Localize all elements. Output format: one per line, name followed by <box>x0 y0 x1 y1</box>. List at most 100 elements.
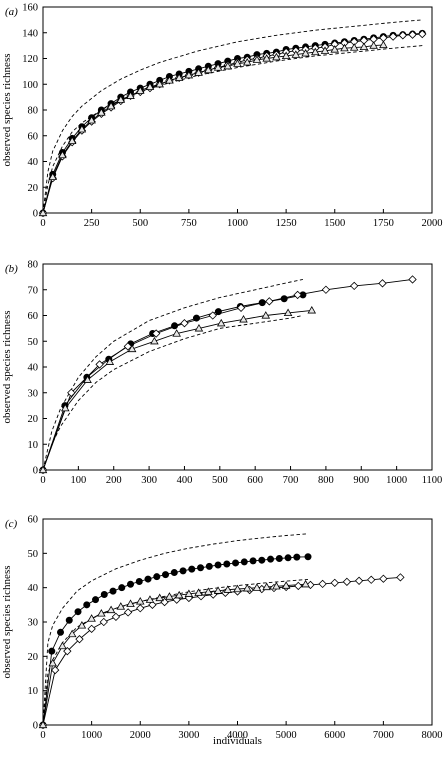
data-point-open-triangle <box>213 63 223 71</box>
x-tick-label: 1250 <box>276 218 297 229</box>
data-point-open-triangle <box>272 52 281 61</box>
data-point-open-diamond <box>318 579 327 589</box>
data-point-filled-circle <box>197 564 205 572</box>
x-tick-label: 500 <box>132 218 148 229</box>
data-point-open-triangle <box>77 621 87 629</box>
data-point-open-triangle <box>204 587 213 595</box>
x-tick-label: 1000 <box>386 475 407 486</box>
data-point-open-triangle <box>349 43 359 51</box>
data-point-filled-circle <box>100 591 108 599</box>
data-point-filled-circle <box>153 573 161 581</box>
data-point-open-triangle <box>369 41 378 49</box>
data-point-open-triangle <box>105 357 115 365</box>
y-tick-label: 50 <box>28 337 39 348</box>
x-tick-label: 200 <box>106 475 122 486</box>
x-tick-label: 900 <box>353 475 369 486</box>
data-point-open-diamond <box>151 329 161 338</box>
data-point-filled-circle <box>205 562 213 570</box>
data-point-filled-circle <box>232 559 240 567</box>
data-point-filled-circle <box>74 608 82 616</box>
data-point-open-triangle <box>340 43 349 52</box>
y-tick-label: 50 <box>28 549 39 560</box>
data-point-filled-circle <box>135 577 143 585</box>
data-point-filled-circle <box>275 554 283 562</box>
data-point-filled-circle <box>170 569 178 577</box>
x-tick-label: 700 <box>283 475 299 486</box>
data-point-open-triangle <box>135 596 145 605</box>
x-tick-label: 1100 <box>422 475 443 486</box>
data-point-open-triangle <box>174 590 184 599</box>
data-point-open-triangle <box>184 70 194 79</box>
data-point-open-triangle <box>262 582 271 591</box>
data-point-filled-circle <box>48 647 56 655</box>
series-line <box>42 556 309 726</box>
y-tick-label: 100 <box>22 80 38 91</box>
data-point-open-diamond <box>148 600 157 609</box>
confidence-bound-line <box>42 278 303 471</box>
data-point-open-triangle <box>301 48 310 57</box>
data-point-open-diamond <box>123 608 133 617</box>
data-point-open-triangle <box>48 172 58 181</box>
data-point-filled-circle <box>188 565 196 573</box>
data-point-filled-circle <box>109 587 117 595</box>
y-tick-label: 40 <box>28 583 39 594</box>
x-tick-label: 400 <box>177 475 193 486</box>
data-point-open-triangle <box>242 583 252 592</box>
data-point-open-triangle <box>242 57 252 66</box>
data-point-open-triangle <box>216 318 226 327</box>
data-point-open-diamond <box>418 29 427 39</box>
data-point-open-diamond <box>398 31 407 40</box>
x-tick-label: 800 <box>318 475 334 486</box>
data-point-open-triangle <box>87 115 96 124</box>
data-point-open-triangle <box>379 40 388 49</box>
data-point-open-diamond <box>342 577 352 586</box>
data-point-open-diamond <box>408 275 417 284</box>
data-point-filled-circle <box>293 553 301 561</box>
data-point-open-triangle <box>311 47 320 56</box>
data-point-filled-circle <box>162 571 170 579</box>
data-point-open-triangle <box>174 73 184 81</box>
data-point-filled-circle <box>223 560 231 568</box>
data-point-open-triangle <box>135 86 145 94</box>
data-point-open-triangle <box>126 91 135 99</box>
data-point-open-triangle <box>67 136 77 145</box>
x-tick-label: 300 <box>141 475 157 486</box>
data-point-filled-circle <box>92 596 100 604</box>
data-point-open-triangle <box>307 305 317 314</box>
x-axis-label: individuals <box>213 735 262 747</box>
data-point-open-triangle <box>252 583 262 591</box>
panel-label: (a) <box>5 6 18 18</box>
data-point-open-diamond <box>388 32 398 41</box>
data-point-open-diamond <box>95 360 104 369</box>
data-point-open-triangle <box>194 323 204 332</box>
data-point-open-diamond <box>294 581 303 591</box>
x-tick-label: 1000 <box>227 218 248 229</box>
data-point-open-triangle <box>204 65 213 74</box>
data-point-open-diamond <box>50 665 60 675</box>
data-point-open-diamond <box>379 574 388 583</box>
y-tick-label: 20 <box>28 183 39 194</box>
x-tick-label: 750 <box>181 218 197 229</box>
data-point-open-triangle <box>291 50 301 58</box>
confidence-bound-line <box>42 19 423 214</box>
data-point-open-triangle <box>145 82 155 90</box>
data-point-open-triangle <box>97 108 106 116</box>
y-axis-label: observed species richness <box>1 310 13 423</box>
data-point-filled-circle <box>179 567 187 575</box>
data-point-open-triangle <box>261 311 271 319</box>
y-tick-label: 120 <box>22 54 38 65</box>
data-point-open-diamond <box>99 617 108 627</box>
y-tick-label: 80 <box>28 260 39 271</box>
y-tick-label: 40 <box>28 157 39 168</box>
y-tick-label: 10 <box>28 686 39 697</box>
data-point-open-triangle <box>233 584 242 593</box>
data-point-open-diamond <box>123 342 133 351</box>
y-tick-label: 80 <box>28 106 39 117</box>
y-axis-label: observed species richness <box>1 565 13 678</box>
data-point-open-triangle <box>127 344 137 353</box>
plot-frame <box>42 263 433 471</box>
data-point-open-triangle <box>38 720 48 729</box>
data-point-open-triangle <box>283 308 293 317</box>
